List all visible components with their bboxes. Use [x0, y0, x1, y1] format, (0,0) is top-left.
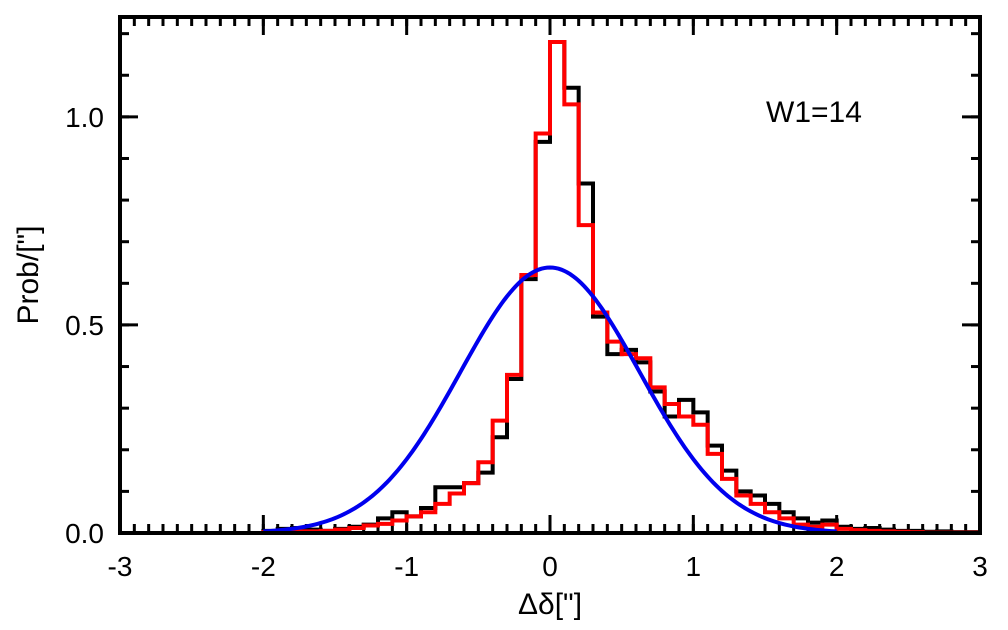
annotation-w1: W1=14 [766, 96, 862, 129]
x-tick-label: -2 [251, 551, 276, 582]
x-tick-label: -3 [108, 551, 133, 582]
x-tick-label: -1 [394, 551, 419, 582]
x-tick-label: 1 [686, 551, 702, 582]
x-tick-label: 2 [829, 551, 845, 582]
x-tick-label: 3 [972, 551, 988, 582]
y-tick-label: 0.5 [65, 310, 104, 341]
x-tick-label: 0 [542, 551, 558, 582]
x-axis-title: Δδ["] [518, 588, 582, 621]
y-tick-label: 0.0 [65, 518, 104, 549]
y-tick-label: 1.0 [65, 102, 104, 133]
y-axis-title: Prob/["] [12, 225, 45, 324]
tick-labels: -3 -2 -1 0 1 2 3 0.0 0.5 1.0 [65, 102, 988, 582]
plot-frame [118, 15, 982, 535]
series-layer [261, 39, 982, 535]
gaussian-curve-blue [263, 265, 837, 534]
